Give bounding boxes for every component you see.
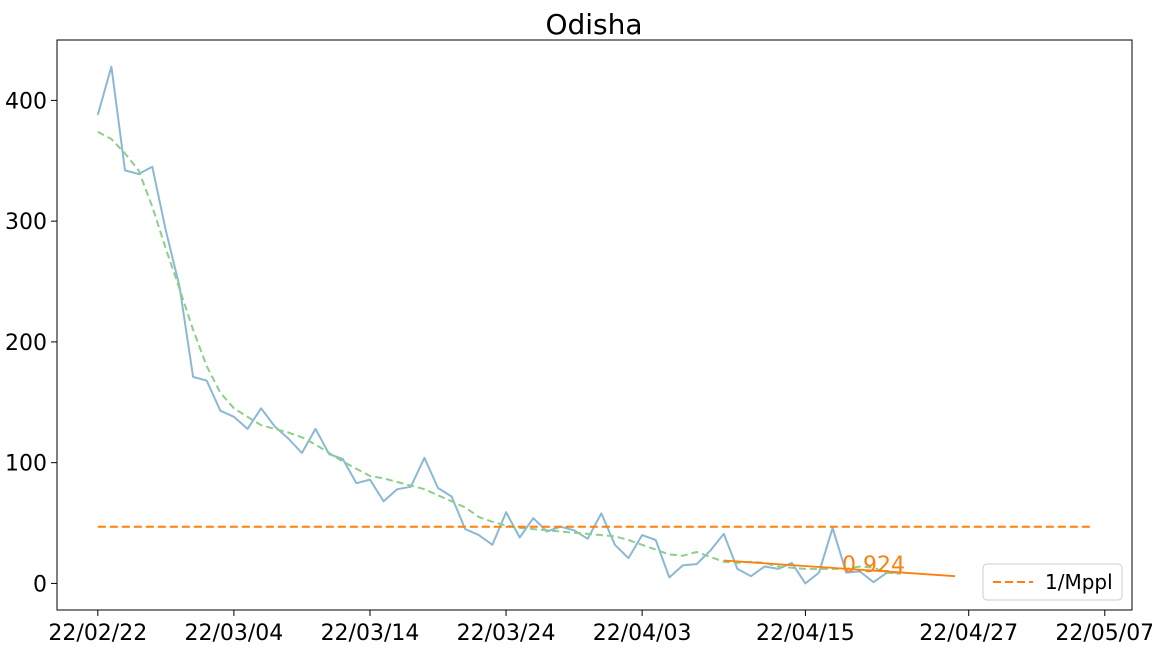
legend-box — [982, 563, 1123, 601]
y-tick-label: 100 — [5, 452, 47, 477]
annotation-label: 0.924 — [842, 553, 905, 578]
y-tick-label: 300 — [5, 210, 47, 235]
x-tick-label: 22/04/03 — [593, 621, 692, 646]
x-tick-label: 22/05/07 — [1055, 621, 1152, 646]
series-daily — [96, 65, 901, 585]
chart-title: Odisha — [545, 8, 642, 41]
x-tick-label: 22/03/14 — [321, 621, 420, 646]
x-tick-label: 22/03/24 — [457, 621, 556, 646]
x-tick-label: 22/04/27 — [919, 621, 1018, 646]
y-tick-label: 0 — [33, 572, 47, 597]
x-tick-label: 22/02/22 — [48, 621, 147, 646]
series-trend — [723, 559, 956, 578]
y-tick-label: 200 — [5, 331, 47, 356]
x-tick-label: 22/04/15 — [756, 621, 855, 646]
x-tick-label: 22/03/04 — [184, 621, 283, 646]
plot-area: 0 100 200 300 400 22/02/22 22/03/04 22/03/14 22/… — [5, 39, 1152, 646]
legend-label: 1/Mppl — [1045, 570, 1113, 594]
axes-frame — [56, 39, 1133, 611]
y-tick-label: 400 — [5, 89, 47, 114]
